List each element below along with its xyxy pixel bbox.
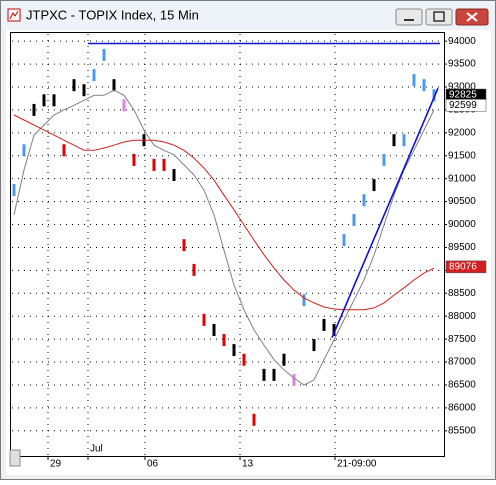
price-bar <box>232 344 236 357</box>
price-bar <box>92 69 96 82</box>
price-bar <box>382 153 386 166</box>
price-bar <box>292 373 296 386</box>
price-bar <box>302 294 306 307</box>
price-bar <box>82 84 86 97</box>
price-bar <box>372 179 376 192</box>
x-tick-label: 13 <box>242 459 254 470</box>
price-bar <box>112 79 116 92</box>
price-bar <box>42 94 46 107</box>
price-bar <box>192 263 196 276</box>
y-tick-label: 93500 <box>448 59 476 70</box>
app-icon-glyph <box>9 10 19 20</box>
price-bar <box>32 103 36 116</box>
plot: 8550086000865008700087500880008850089000… <box>12 34 487 470</box>
y-tick-label: 88500 <box>448 288 476 299</box>
price-label-box <box>445 99 487 112</box>
price-bar <box>332 323 336 336</box>
y-tick-label: 87500 <box>448 334 476 345</box>
price-bar <box>52 94 56 107</box>
scroll-thumb[interactable] <box>9 449 21 467</box>
price-bar <box>122 99 126 112</box>
minimize-button[interactable] <box>395 8 423 26</box>
price-bar <box>182 239 186 252</box>
price-bar <box>62 144 66 157</box>
price-bar <box>222 334 226 347</box>
y-tick-label: 87000 <box>448 357 476 368</box>
price-bar <box>152 158 156 171</box>
price-label-box <box>445 260 487 274</box>
y-tick-label: 89500 <box>448 242 476 253</box>
maximize-glyph <box>433 11 445 22</box>
price-label: 92599 <box>449 100 477 111</box>
y-tick-label: 88000 <box>448 311 476 322</box>
price-bar <box>392 134 396 147</box>
price-bar <box>432 89 436 102</box>
y-tick-label: 86000 <box>448 403 476 414</box>
y-tick-label: 91000 <box>448 173 476 184</box>
price-bar <box>362 194 366 207</box>
price-bar <box>162 158 166 171</box>
y-tick-label: 86500 <box>448 380 476 391</box>
x-tick-label: Jul <box>90 444 103 455</box>
moving-average <box>13 114 435 311</box>
maximize-button[interactable] <box>425 8 453 26</box>
moving-average <box>13 89 435 386</box>
trend-line <box>331 87 439 339</box>
price-bar <box>242 353 246 366</box>
price-bar <box>422 79 426 92</box>
price-bar <box>412 74 416 87</box>
price-bar <box>12 184 16 197</box>
y-tick-label: 90500 <box>448 196 476 207</box>
price-label: 89076 <box>449 262 477 273</box>
plot-frame <box>10 32 445 457</box>
close-glyph <box>466 12 478 22</box>
price-bar <box>212 323 216 336</box>
y-tick-label: 85500 <box>448 425 476 436</box>
price-bar <box>342 234 346 247</box>
price-bar <box>202 313 206 326</box>
x-tick-label: 29 <box>50 459 62 470</box>
y-tick-label: 93000 <box>448 82 476 93</box>
price-bar <box>312 339 316 352</box>
price-bar <box>352 213 356 226</box>
y-tick-label: 90000 <box>448 219 476 230</box>
x-tick-label: 21-09:00 <box>337 459 377 470</box>
y-tick-label: 92000 <box>448 127 476 138</box>
y-tick-label: 94000 <box>448 36 476 47</box>
price-bar <box>272 368 276 381</box>
price-bar <box>262 368 266 381</box>
price-bar <box>102 48 106 61</box>
price-bar <box>282 353 286 366</box>
window-title: JTPXC - TOPIX Index, 15 Min <box>26 7 199 22</box>
price-bar <box>252 413 256 426</box>
price-label: 92825 <box>449 90 477 101</box>
x-tick-label: 06 <box>147 459 159 470</box>
price-bar <box>402 134 406 147</box>
price-bar <box>172 169 176 182</box>
price-bar <box>72 79 76 92</box>
price-bar <box>22 144 26 157</box>
y-tick-label: 91500 <box>448 150 476 161</box>
price-bar <box>132 153 136 166</box>
price-bar <box>322 318 326 331</box>
